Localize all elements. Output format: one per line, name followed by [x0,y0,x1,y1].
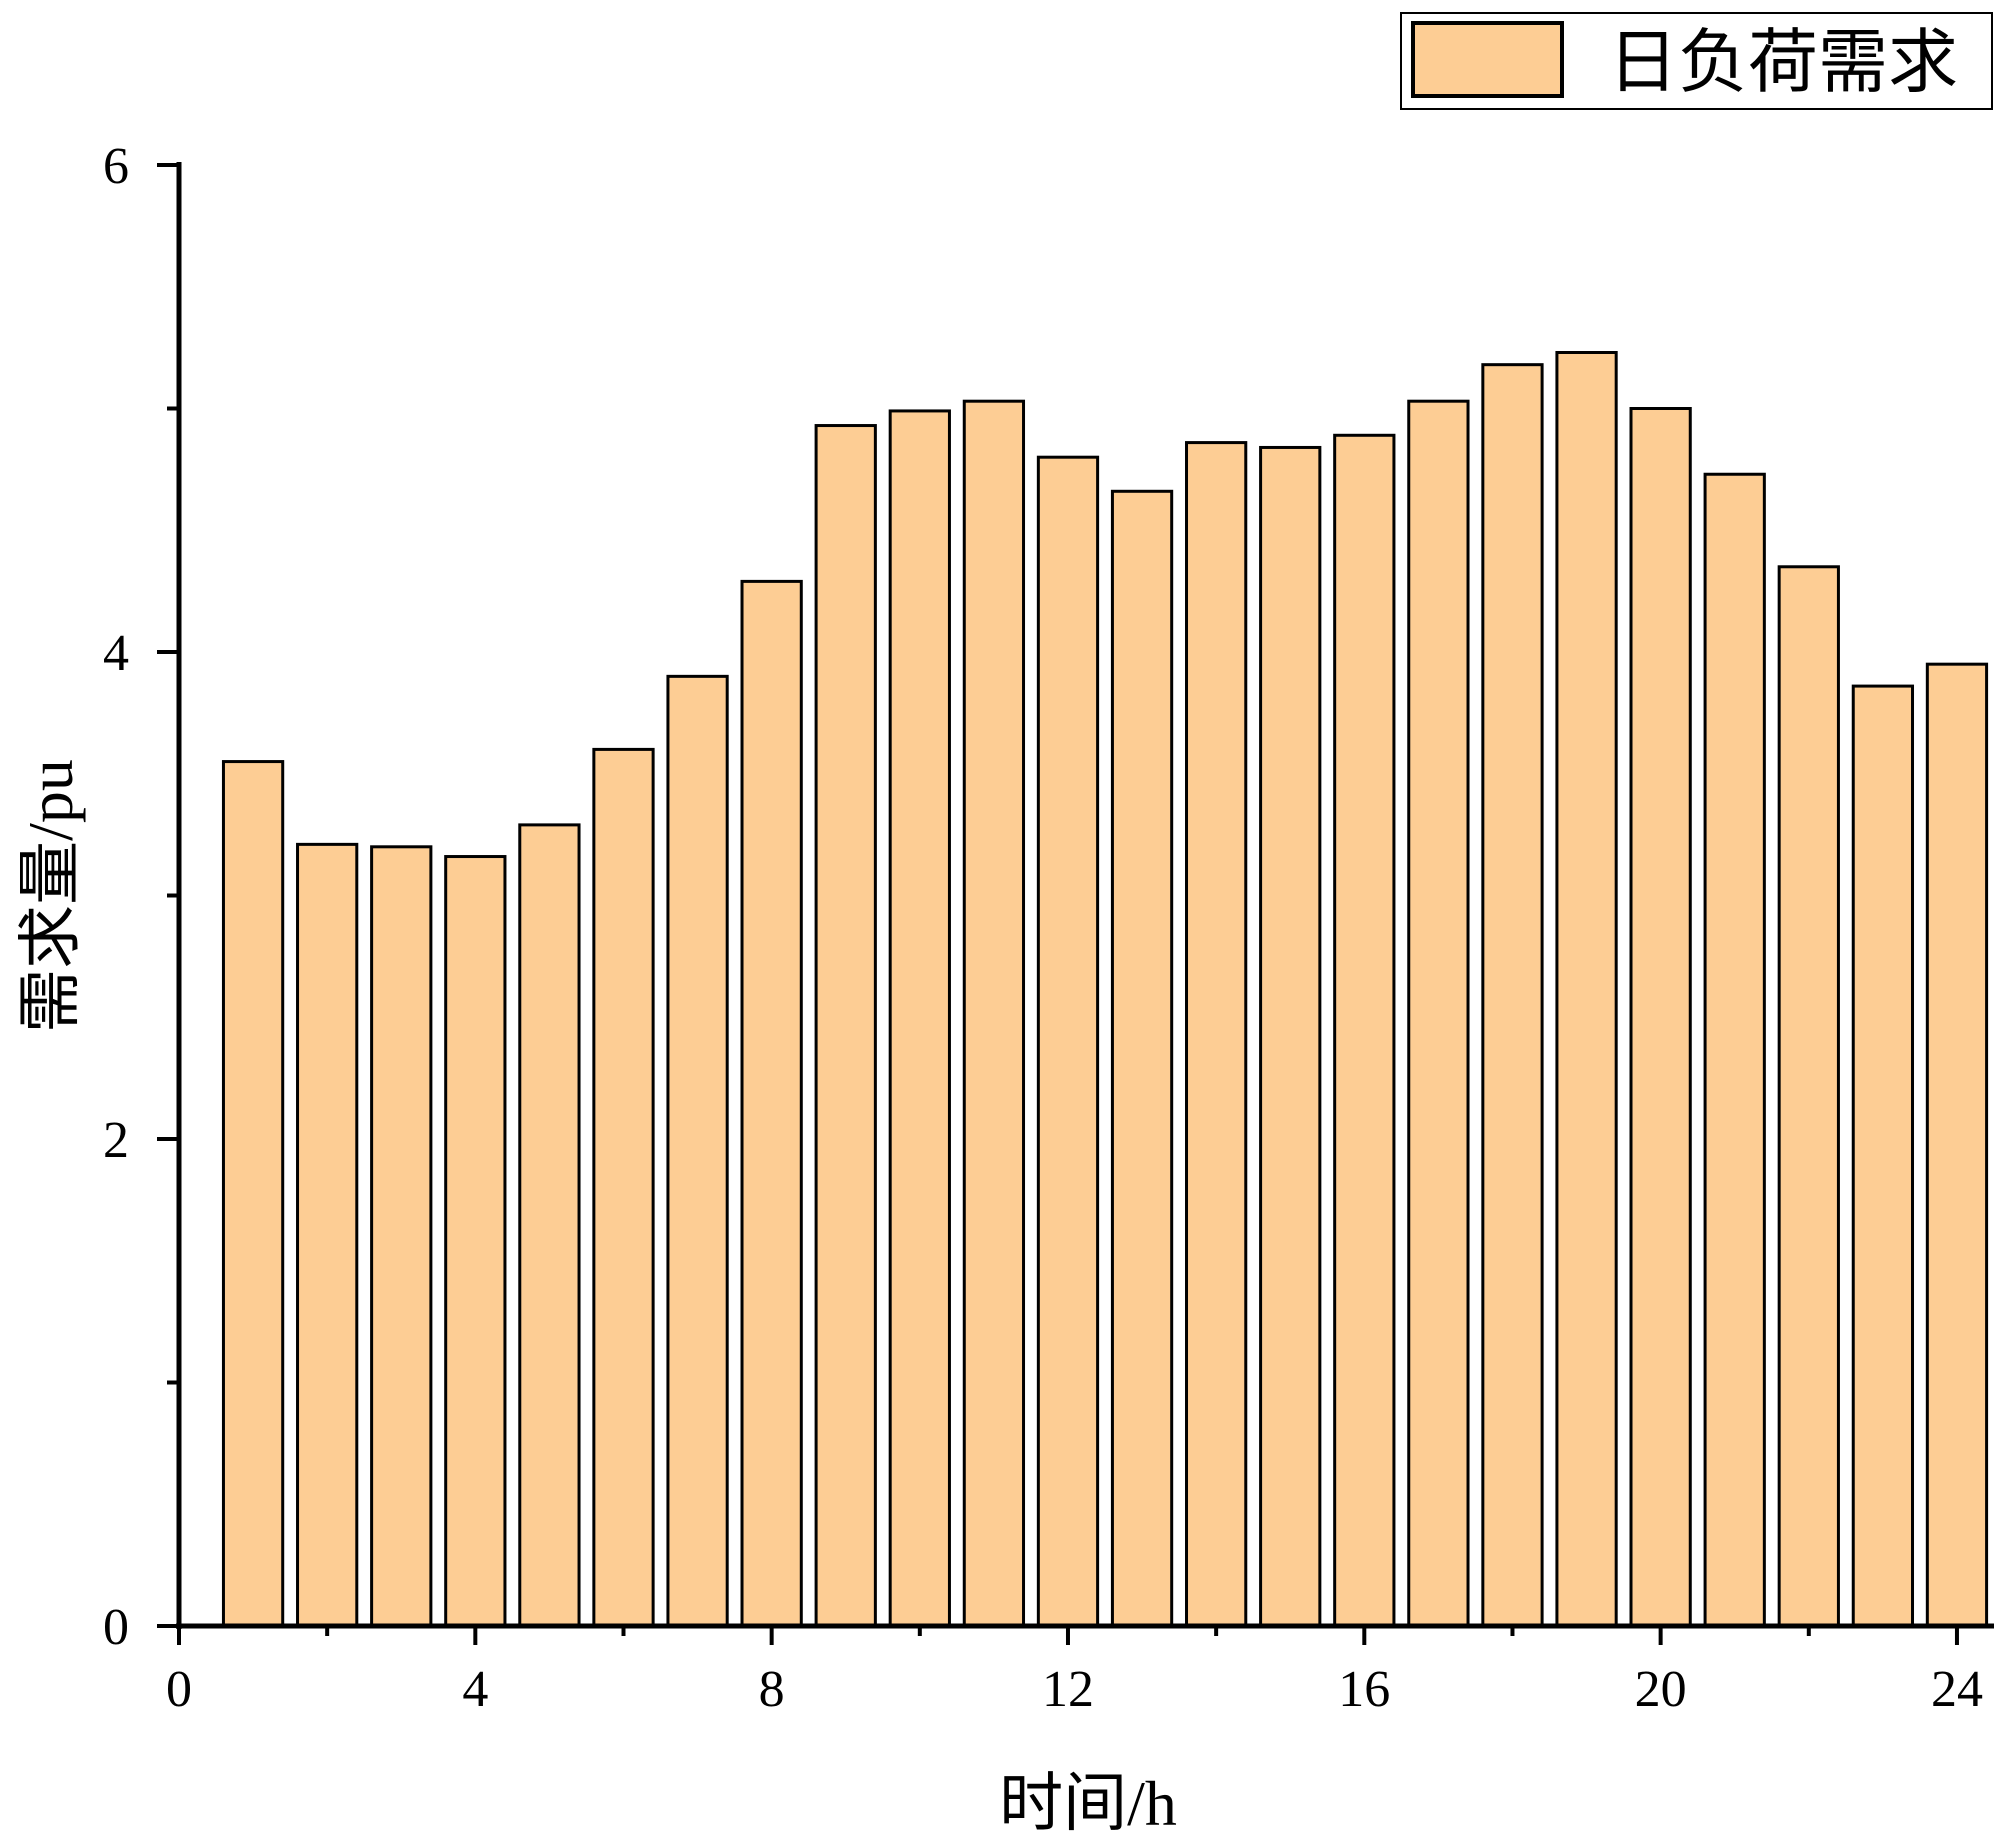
y-axis-title: 需求量/pu [15,759,86,1033]
x-tick-label: 16 [1338,1661,1390,1718]
bar [1185,441,1248,1628]
bar [1555,350,1618,1628]
bar [296,842,359,1628]
bar [1036,455,1100,1628]
bar [592,747,655,1628]
x-tick-label: 8 [759,1661,785,1718]
bar [1259,445,1322,1628]
bar [370,845,433,1628]
bar [888,409,951,1628]
bar [1407,399,1470,1628]
bar [1110,489,1174,1628]
legend-label: 日负荷需求 [1608,25,1958,102]
bar [444,855,507,1628]
bar [518,823,581,1628]
x-tick-label: 0 [166,1661,192,1718]
bar [1481,363,1544,1628]
y-tick-label: 2 [103,1112,129,1169]
x-axis-title: 时间/h [999,1768,1177,1839]
x-tick-label: 24 [1931,1661,1983,1718]
x-tick-label: 20 [1635,1661,1687,1718]
bar [1925,662,1989,1628]
legend-swatch [1411,21,1564,98]
bar [962,399,1026,1628]
bar [1703,472,1766,1628]
y-tick-label: 6 [103,138,129,195]
bar [740,579,803,1628]
y-tick-label: 4 [103,625,129,682]
x-tick-label: 12 [1042,1661,1094,1718]
bar [221,760,285,1628]
bar [1333,433,1396,1628]
x-tick-label: 4 [462,1661,488,1718]
bar [814,424,877,1628]
bar [1777,565,1840,1628]
bar [666,674,729,1628]
bar [1851,684,1915,1628]
bar [1629,407,1692,1628]
y-tick-label: 0 [103,1599,129,1656]
